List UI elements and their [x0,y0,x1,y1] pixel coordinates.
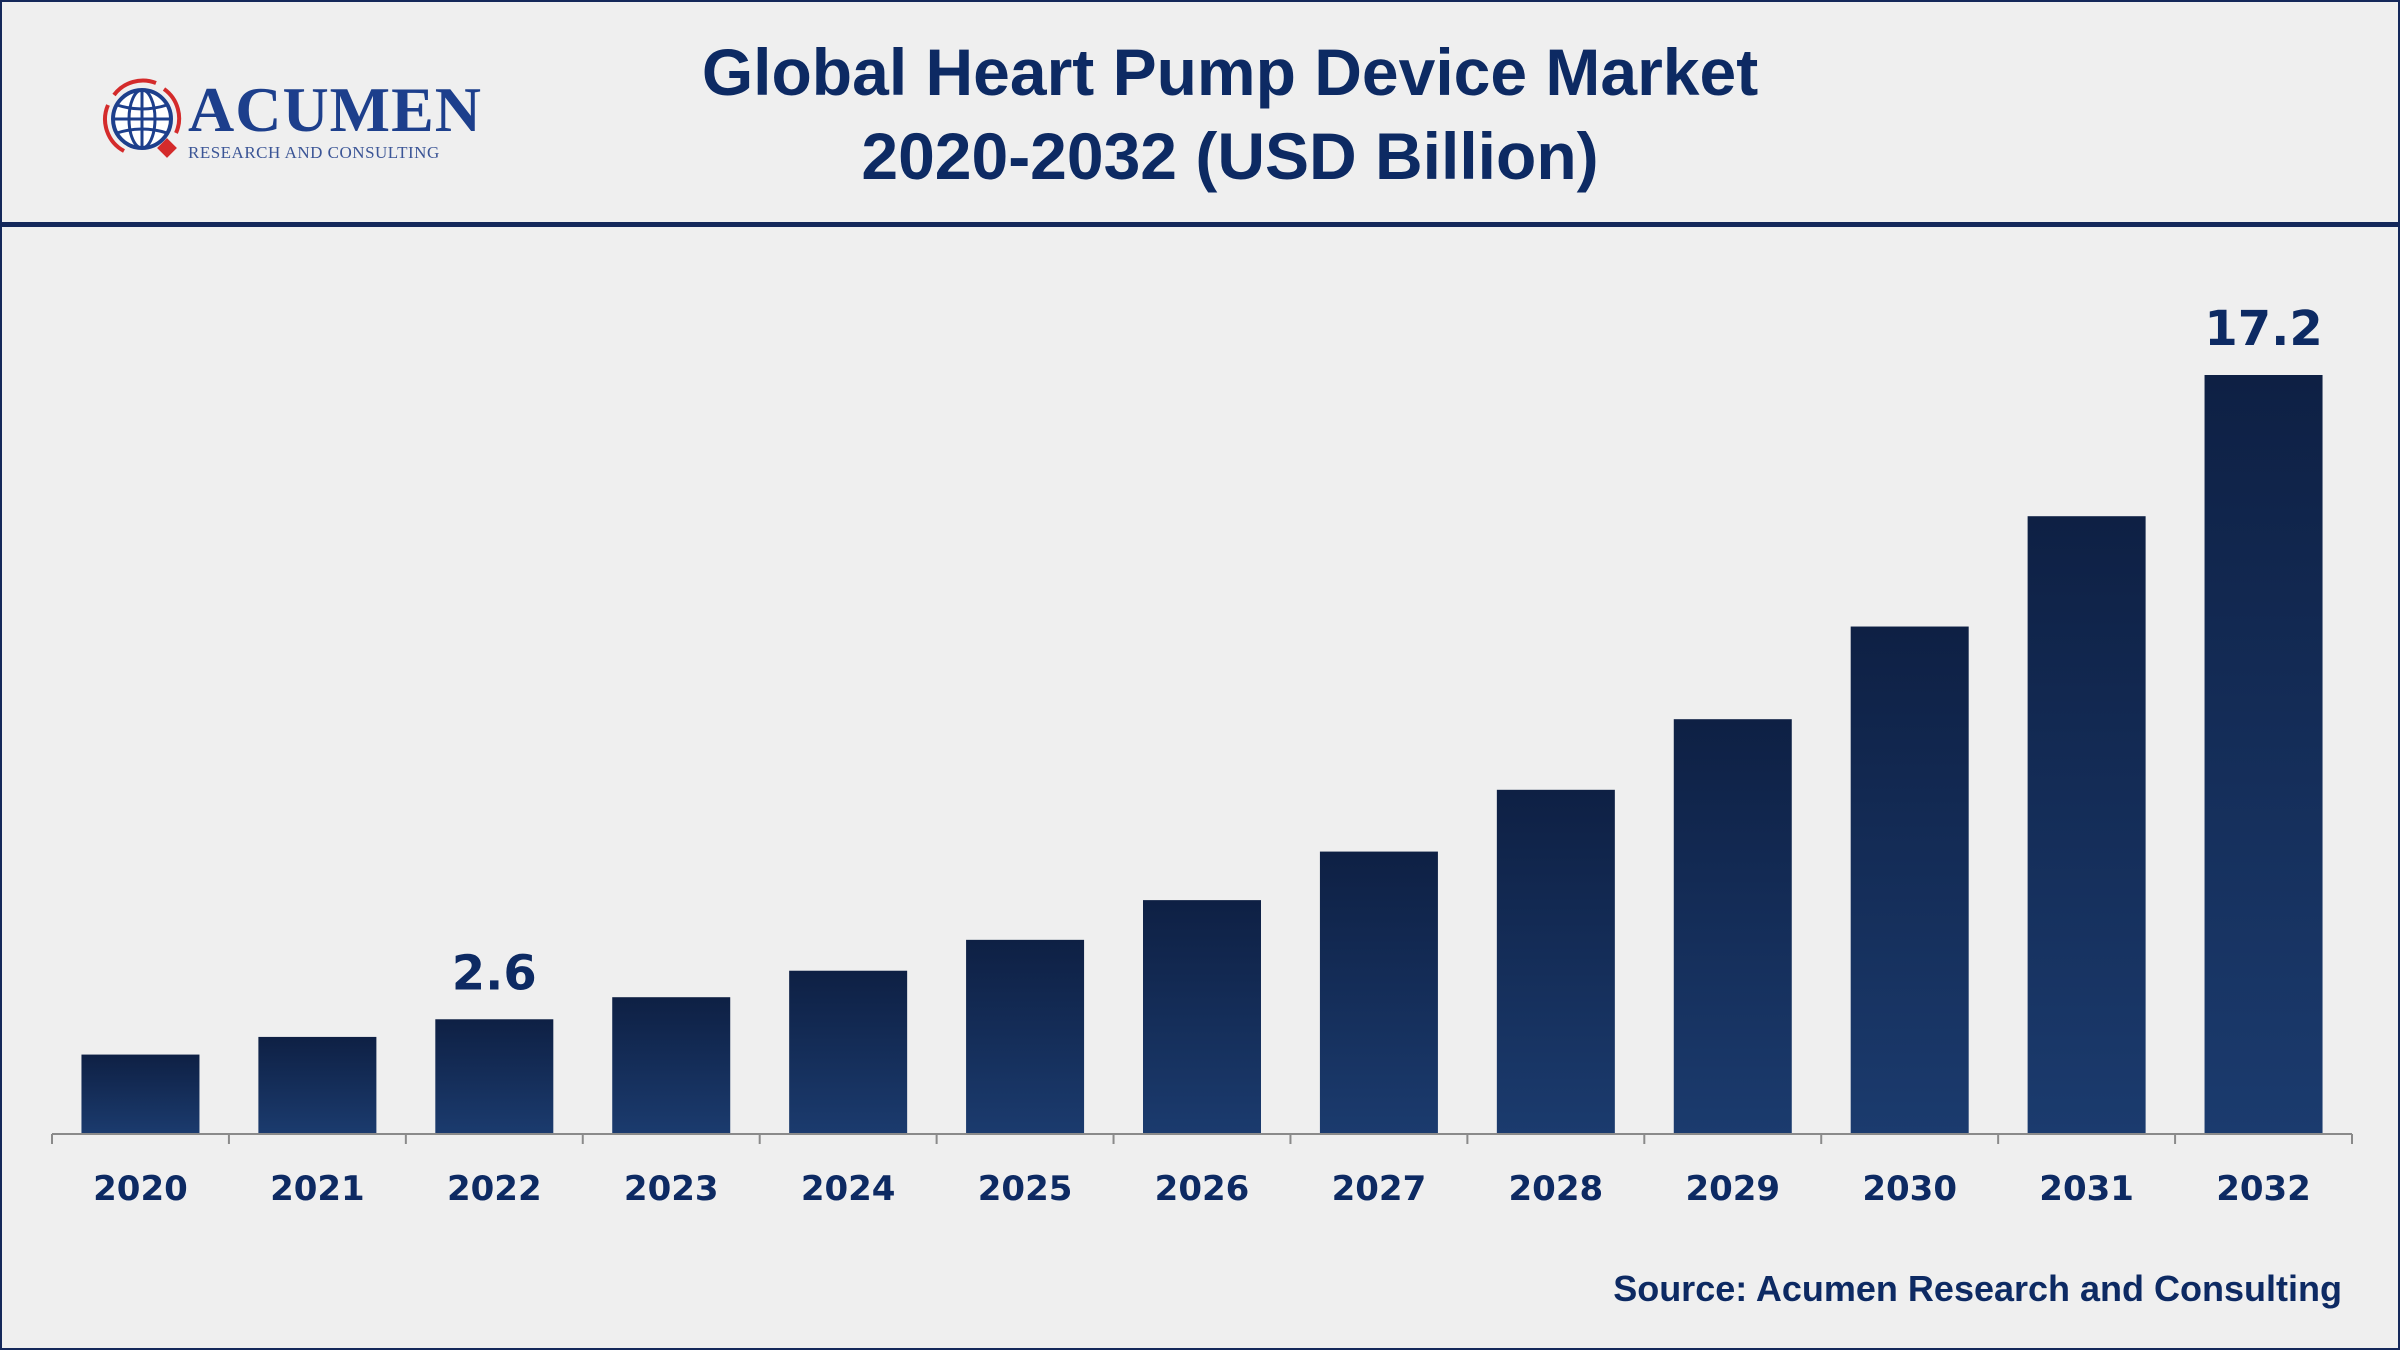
logo-tagline: RESEARCH AND CONSULTING [188,143,440,162]
x-tick-label: 2031 [2039,1169,2134,1209]
x-tick-label: 2029 [1685,1169,1780,1209]
x-tick-label: 2025 [978,1169,1073,1209]
x-tick-label: 2024 [801,1169,896,1209]
bar-2028 [1496,789,1615,1134]
x-tick-label: 2028 [1509,1169,1604,1209]
bar-2029 [1673,719,1792,1134]
x-tick-label: 2027 [1332,1169,1427,1209]
x-tick-label: 2023 [624,1169,719,1209]
logo-wordmark: ACUMEN [188,74,482,145]
bar-2030 [1850,626,1969,1134]
chart-title-line2: 2020-2032 (USD Billion) [861,119,1599,193]
x-tick-label: 2030 [1862,1169,1957,1209]
bar-2026 [1143,900,1261,1134]
bar-2020 [81,1054,200,1134]
bar-2032 [2204,375,2323,1134]
bar-2027 [1319,851,1438,1134]
x-tick-label: 2020 [93,1169,188,1209]
data-label-2022: 2.6 [452,945,537,1001]
bar-2024 [789,970,908,1134]
header-divider [0,222,2400,227]
acumen-logo: ACUMEN RESEARCH AND CONSULTING [100,75,481,165]
bar-2022 [435,1019,554,1134]
chart-title-line1: Global Heart Pump Device Market [701,35,1759,109]
bar-2031 [2027,516,2146,1134]
bar-2025 [966,939,1085,1134]
bar-2021 [258,1036,377,1134]
data-label-2032: 17.2 [2204,301,2322,357]
source-note: Source: Acumen Research and Consulting [1613,1268,2342,1309]
x-tick-label: 2026 [1155,1169,1250,1209]
x-tick-label: 2022 [447,1169,542,1209]
globe-icon [103,78,182,158]
x-tick-label: 2021 [270,1169,365,1209]
bar-2023 [612,997,731,1134]
x-tick-label: 2032 [2216,1169,2311,1209]
